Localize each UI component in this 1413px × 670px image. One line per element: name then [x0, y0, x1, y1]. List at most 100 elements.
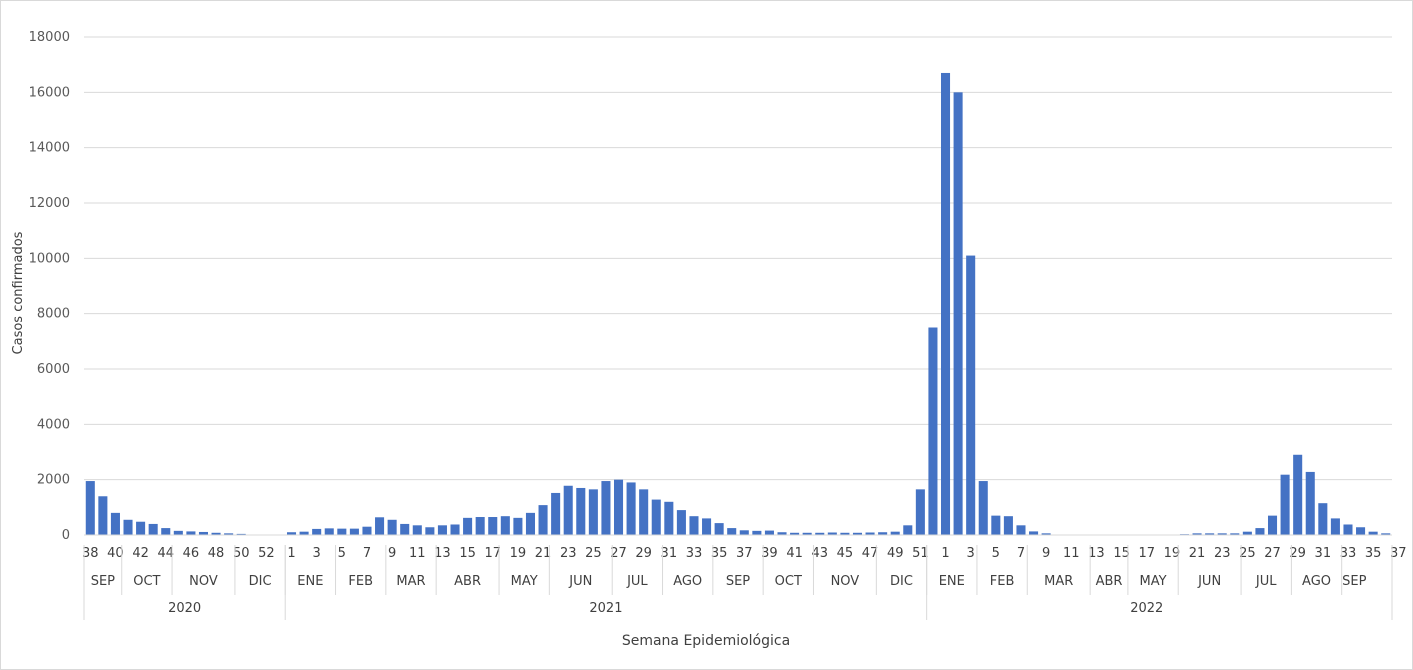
- week-tick-label: 15: [459, 546, 476, 561]
- bar: [1343, 524, 1353, 535]
- bar: [488, 517, 498, 535]
- month-label: ENE: [297, 574, 323, 589]
- month-label: SEP: [1342, 574, 1366, 589]
- week-tick-label: 9: [1042, 546, 1050, 561]
- bar: [1305, 471, 1315, 535]
- bar: [362, 526, 372, 535]
- bar: [563, 485, 573, 535]
- bar: [1255, 528, 1265, 535]
- bar: [500, 516, 510, 535]
- month-label: NOV: [189, 574, 218, 589]
- y-axis-title: Casos confirmados: [11, 231, 26, 354]
- bar: [161, 528, 171, 535]
- bar: [450, 524, 460, 535]
- week-tick-label: 9: [388, 546, 396, 561]
- month-label: MAR: [1044, 574, 1073, 589]
- week-tick-label: 5: [992, 546, 1000, 561]
- bar: [538, 505, 548, 535]
- bar: [878, 532, 888, 535]
- bar: [236, 533, 246, 535]
- year-label: 2020: [168, 601, 201, 616]
- week-tick-label: 51: [912, 546, 929, 561]
- week-tick-label: 23: [1214, 546, 1231, 561]
- bar: [1330, 518, 1340, 535]
- bar: [1280, 474, 1290, 535]
- month-label: FEB: [990, 574, 1015, 589]
- y-tick-label: 6000: [37, 362, 70, 377]
- month-label: ENE: [939, 574, 965, 589]
- bar: [815, 532, 825, 535]
- bar: [953, 92, 963, 535]
- week-tick-label: 7: [363, 546, 371, 561]
- month-label: AGO: [673, 574, 702, 589]
- y-tick-label: 12000: [29, 196, 70, 211]
- week-tick-label: 35: [711, 546, 728, 561]
- year-label: 2021: [589, 601, 622, 616]
- bar: [1230, 533, 1240, 535]
- week-tick-label: 40: [107, 546, 124, 561]
- bar: [412, 525, 422, 535]
- week-tick-label: 13: [434, 546, 451, 561]
- bar: [1293, 454, 1303, 535]
- bar: [1318, 503, 1328, 535]
- month-label: ABR: [454, 574, 481, 589]
- week-tick-label: 21: [535, 546, 552, 561]
- bar: [1205, 533, 1215, 535]
- week-tick-label: 46: [183, 546, 200, 561]
- week-tick-label: 21: [1189, 546, 1206, 561]
- month-label: DIC: [249, 574, 272, 589]
- week-tick-label: 11: [409, 546, 426, 561]
- y-tick-label: 4000: [37, 417, 70, 432]
- bar: [173, 530, 183, 535]
- month-label: JUN: [568, 574, 592, 589]
- week-tick-label: 50: [233, 546, 250, 561]
- bar: [1381, 533, 1391, 535]
- bar: [689, 516, 699, 535]
- bar: [802, 532, 812, 535]
- bar: [211, 532, 221, 535]
- bar: [551, 492, 561, 535]
- bar: [1041, 533, 1051, 535]
- bar: [727, 528, 737, 535]
- week-tick-label: 3: [967, 546, 975, 561]
- bar: [890, 531, 900, 535]
- week-tick-label: 31: [1315, 546, 1332, 561]
- week-tick-label: 23: [560, 546, 577, 561]
- bar: [85, 481, 95, 535]
- bar: [613, 479, 624, 535]
- year-label: 2022: [1130, 601, 1163, 616]
- bar: [337, 528, 347, 535]
- bar: [425, 527, 435, 535]
- y-tick-label: 8000: [37, 307, 70, 322]
- bar: [400, 523, 410, 535]
- bar: [186, 531, 196, 535]
- bar: [676, 510, 686, 535]
- week-tick-label: 19: [1164, 546, 1181, 561]
- bar: [1217, 533, 1227, 535]
- month-label: SEP: [726, 574, 750, 589]
- week-tick-label: 1: [287, 546, 295, 561]
- bar: [702, 518, 712, 535]
- bar: [98, 496, 108, 535]
- bar: [375, 517, 385, 535]
- bar: [827, 532, 837, 535]
- week-tick-label: 48: [208, 546, 225, 561]
- bar: [110, 512, 120, 535]
- bar: [463, 517, 473, 535]
- week-tick-label: 5: [338, 546, 346, 561]
- week-tick-label: 42: [132, 546, 149, 561]
- bar: [764, 530, 774, 535]
- month-label: OCT: [133, 574, 160, 589]
- week-tick-label: 52: [258, 546, 275, 561]
- y-axis-ticks: 0 2000 4000 6000 8000 10000 12000 14000 16000 180…: [29, 30, 70, 543]
- bar: [1003, 516, 1013, 535]
- week-tick-label: 15: [1113, 546, 1130, 561]
- week-tick-label: 43: [811, 546, 828, 561]
- week-tick-label: 29: [1289, 546, 1306, 561]
- bar: [626, 482, 636, 535]
- bar: [312, 528, 322, 535]
- bar: [387, 519, 397, 535]
- bar: [136, 521, 146, 535]
- bar: [437, 525, 447, 535]
